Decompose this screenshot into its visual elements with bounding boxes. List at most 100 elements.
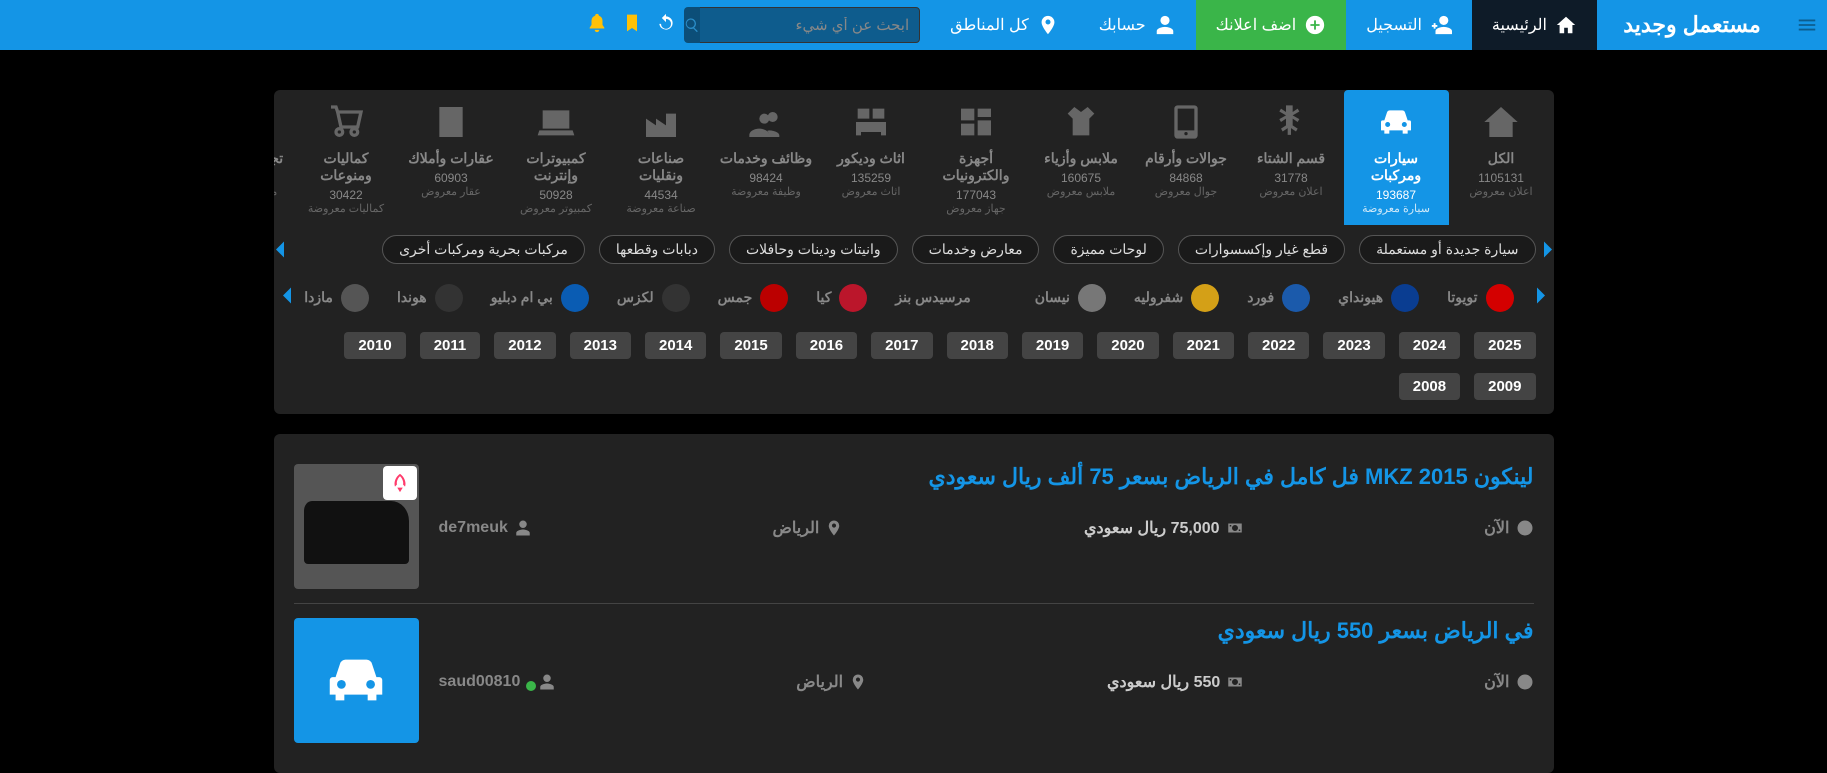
subcat-5[interactable]: دبابات وقطعها bbox=[599, 235, 715, 264]
category-icon bbox=[536, 100, 576, 144]
subcat-2[interactable]: لوحات مميزة bbox=[1053, 235, 1163, 264]
year-2018[interactable]: 2018 bbox=[947, 332, 1008, 359]
category-title: كماليات ومنوعات bbox=[300, 150, 393, 184]
brand-name: جمس bbox=[718, 289, 753, 306]
subcat-1[interactable]: قطع غيار وإكسسوارات bbox=[1178, 235, 1345, 264]
category-10[interactable]: عقارات وأملاك 60903 عقار معروض bbox=[399, 90, 504, 225]
category-0[interactable]: الكل 1105131 اعلان معروض bbox=[1449, 90, 1554, 225]
category-count: 1105131 bbox=[1478, 171, 1524, 185]
nav-home[interactable]: الرئيسية bbox=[1472, 0, 1597, 50]
year-2017[interactable]: 2017 bbox=[871, 332, 932, 359]
category-5[interactable]: أجهزة والكترونيات 177043 جهاز معروض bbox=[924, 90, 1029, 225]
user-icon bbox=[514, 519, 532, 537]
brand-scroll-left[interactable] bbox=[276, 280, 300, 315]
brand-3[interactable]: شفروليه bbox=[1134, 284, 1219, 312]
category-1[interactable]: سيارات ومركبات 193687 سيارة معروضة bbox=[1344, 90, 1449, 225]
money-icon bbox=[1226, 673, 1244, 691]
brand-5[interactable]: مرسيدس بنز bbox=[895, 284, 1006, 312]
listing-user[interactable]: saud00810 bbox=[439, 673, 557, 691]
cat-scroll-right[interactable] bbox=[1535, 234, 1559, 269]
listings: لينكون MKZ 2015 فل كامل في الرياض بسعر 7… bbox=[274, 434, 1554, 773]
menu-icon[interactable] bbox=[1787, 0, 1827, 50]
category-sub: جوال معروض bbox=[1155, 185, 1217, 198]
category-icon bbox=[431, 100, 471, 144]
nav-account[interactable]: حسابك bbox=[1079, 0, 1196, 50]
brand-10[interactable]: هوندا bbox=[397, 284, 463, 312]
category-count: 31778 bbox=[1274, 171, 1307, 185]
listing-0[interactable]: لينكون MKZ 2015 فل كامل في الرياض بسعر 7… bbox=[294, 450, 1534, 603]
category-8[interactable]: صناعات ونقليات 44534 صناعة معروضة bbox=[609, 90, 714, 225]
cat-scroll-left[interactable] bbox=[269, 234, 293, 269]
year-2020[interactable]: 2020 bbox=[1097, 332, 1158, 359]
category-7[interactable]: وظائف وخدمات 98424 وظيفة معروضة bbox=[714, 90, 819, 225]
brand-7[interactable]: جمس bbox=[718, 284, 789, 312]
brand-4[interactable]: نيسان bbox=[1035, 284, 1106, 312]
subcat-4[interactable]: وانيتات ودينات وحافلات bbox=[729, 235, 898, 264]
category-6[interactable]: اثاث وديكور 135259 اثاث معروض bbox=[819, 90, 924, 225]
listing-body: في الرياض بسعر 550 ريال سعودي الآن 550 ر… bbox=[439, 618, 1534, 692]
category-3[interactable]: جوالات وأرقام 84868 جوال معروض bbox=[1134, 90, 1239, 225]
category-sub: عقار معروض bbox=[421, 185, 481, 198]
bookmark-button[interactable] bbox=[622, 11, 642, 40]
category-9[interactable]: كمبيوترات وإنترنت 50928 كمبيوتر معروض bbox=[504, 90, 609, 225]
year-2009[interactable]: 2009 bbox=[1474, 373, 1535, 400]
listing-image[interactable] bbox=[294, 464, 419, 589]
brand-8[interactable]: لكزس bbox=[617, 284, 690, 312]
nav-regions[interactable]: كل المناطق bbox=[930, 0, 1079, 50]
logo[interactable]: مستعمل وجديد bbox=[1597, 0, 1787, 50]
subcat-0[interactable]: سيارة جديدة أو مستعملة bbox=[1359, 235, 1535, 264]
category-2[interactable]: قسم الشتاء 31778 اعلان معروض bbox=[1239, 90, 1344, 225]
brand-2[interactable]: فورد bbox=[1247, 284, 1310, 312]
category-11[interactable]: كماليات ومنوعات 30422 كماليات معروضة bbox=[294, 90, 399, 225]
year-2019[interactable]: 2019 bbox=[1022, 332, 1083, 359]
year-2025[interactable]: 2025 bbox=[1474, 332, 1535, 359]
category-sub: سيارة معروضة bbox=[1362, 202, 1430, 215]
clock-icon bbox=[1516, 673, 1534, 691]
year-2022[interactable]: 2022 bbox=[1248, 332, 1309, 359]
nav-add-ad[interactable]: اضف اعلانك bbox=[1196, 0, 1347, 50]
brand-11[interactable]: مازدا bbox=[304, 284, 369, 312]
search-box bbox=[690, 7, 920, 43]
brand-scroll-right[interactable] bbox=[1528, 280, 1552, 315]
listing-1[interactable]: في الرياض بسعر 550 ريال سعودي الآن 550 ر… bbox=[294, 603, 1534, 757]
listing-image[interactable] bbox=[294, 618, 419, 743]
category-12[interactable]: تجارة ومشاريع 26409 مشروع معروض bbox=[274, 90, 294, 225]
nav-register[interactable]: التسجيل bbox=[1346, 0, 1472, 50]
brand-name: تويوتا bbox=[1447, 289, 1477, 306]
category-4[interactable]: ملابس وأزياء 160675 ملابس معروض bbox=[1029, 90, 1134, 225]
refresh-button[interactable] bbox=[656, 13, 676, 38]
year-2014[interactable]: 2014 bbox=[645, 332, 706, 359]
year-2012[interactable]: 2012 bbox=[494, 332, 555, 359]
brand-6[interactable]: كيا bbox=[816, 284, 867, 312]
year-2021[interactable]: 2021 bbox=[1173, 332, 1234, 359]
nav-account-label: حسابك bbox=[1099, 15, 1146, 35]
year-2023[interactable]: 2023 bbox=[1323, 332, 1384, 359]
category-icon bbox=[1376, 100, 1416, 144]
year-2013[interactable]: 2013 bbox=[570, 332, 631, 359]
listing-title[interactable]: لينكون MKZ 2015 فل كامل في الرياض بسعر 7… bbox=[439, 464, 1534, 490]
search-button[interactable] bbox=[684, 7, 700, 43]
year-2015[interactable]: 2015 bbox=[720, 332, 781, 359]
category-title: الكل bbox=[1488, 150, 1515, 167]
brand-name: هوندا bbox=[397, 289, 427, 306]
category-count: 193687 bbox=[1376, 188, 1416, 202]
category-sub: جهاز معروض bbox=[946, 202, 1005, 215]
brand-0[interactable]: تويوتا bbox=[1447, 284, 1513, 312]
listing-title[interactable]: في الرياض بسعر 550 ريال سعودي bbox=[439, 618, 1534, 644]
listing-user[interactable]: de7meuk bbox=[439, 519, 532, 537]
year-2011[interactable]: 2011 bbox=[420, 332, 481, 359]
year-2010[interactable]: 2010 bbox=[344, 332, 405, 359]
subcat-6[interactable]: مركبات بحرية ومركبات أخرى bbox=[382, 235, 585, 264]
listing-price: 75,000 ريال سعودي bbox=[1084, 518, 1244, 538]
search-input[interactable] bbox=[700, 17, 919, 34]
brand-9[interactable]: بي ام دبليو bbox=[491, 284, 589, 312]
category-sub: كماليات معروضة bbox=[308, 202, 384, 215]
category-sub: اعلان معروض bbox=[1469, 185, 1532, 198]
subcat-3[interactable]: معارض وخدمات bbox=[912, 235, 1040, 264]
brand-1[interactable]: هيونداي bbox=[1338, 284, 1419, 312]
year-2008[interactable]: 2008 bbox=[1399, 373, 1460, 400]
year-2016[interactable]: 2016 bbox=[796, 332, 857, 359]
category-sub: كمبيوتر معروض bbox=[520, 202, 592, 215]
notifications-button[interactable] bbox=[586, 12, 608, 39]
year-2024[interactable]: 2024 bbox=[1399, 332, 1460, 359]
